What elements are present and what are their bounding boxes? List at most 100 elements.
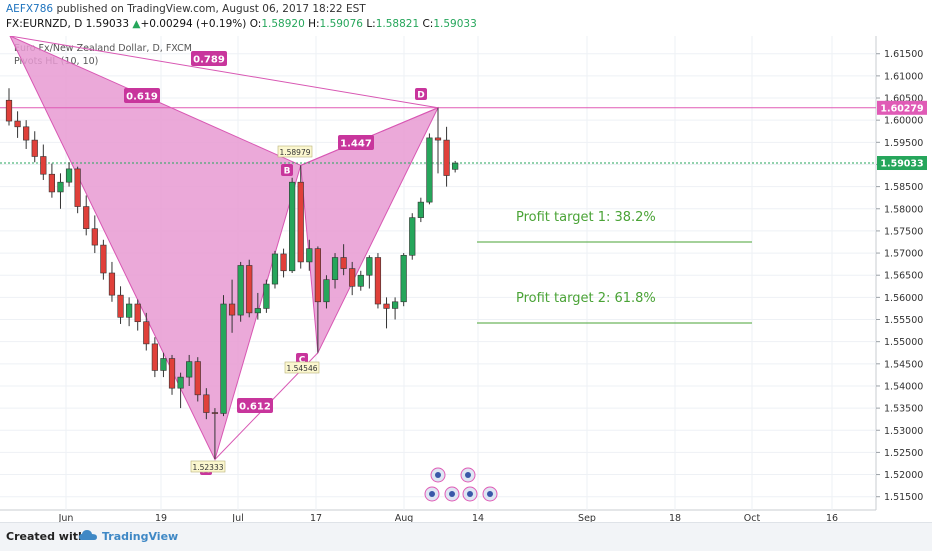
candle-body <box>254 308 261 314</box>
tradingview-brand[interactable]: TradingView <box>102 530 179 543</box>
x-tick-label: Jul <box>231 513 243 522</box>
y-tick-label: 1.59500 <box>884 138 923 149</box>
price-change: +0.00294 (+0.19%) <box>140 18 247 30</box>
y-tick-label: 1.58500 <box>884 182 923 193</box>
y-tick-label: 1.61500 <box>884 49 923 60</box>
price-chart[interactable]: 1.61500 1.61000 1.60500 1.60000 1.59500 1.590… <box>0 36 932 522</box>
candle-body <box>186 361 193 378</box>
low-label: L: <box>366 18 376 30</box>
pattern-point-label: B <box>284 167 291 177</box>
high-value: 1.59076 <box>319 18 363 30</box>
candle-body <box>374 257 382 305</box>
candle-body <box>194 361 201 396</box>
pattern-point-bg <box>415 88 427 100</box>
economic-event-icon-dot <box>435 472 441 478</box>
x-tick-label: Jun <box>58 513 74 522</box>
candle-body <box>314 248 321 303</box>
candle-body <box>237 265 244 316</box>
candle-body <box>143 321 150 345</box>
candle-body <box>271 253 279 285</box>
candle-body <box>357 274 364 287</box>
pivot-tag-label: 1.54546 <box>286 364 317 373</box>
symbol-label[interactable]: FX:EURNZD, D <box>6 18 83 30</box>
ratio-label: 0.612 <box>239 402 271 413</box>
candle-body <box>220 303 227 414</box>
x-tick-label: Aug <box>395 513 414 522</box>
y-axis-area <box>876 36 932 522</box>
candle-body <box>331 257 339 280</box>
profit-target-text: Profit target 1: 38.2% <box>516 210 656 225</box>
y-tick-label: 1.53500 <box>884 404 923 415</box>
y-tick-label: 1.55500 <box>884 315 923 326</box>
y-tick-label: 1.56500 <box>884 271 923 282</box>
chart-header: AEFX786 published on TradingView.com, Au… <box>0 0 932 37</box>
y-tick-label: 1.54000 <box>884 381 923 392</box>
pivot-tag-label: 1.58979 <box>279 148 310 157</box>
candle-body <box>409 217 416 256</box>
y-tick-label: 1.51500 <box>884 492 923 503</box>
ratio-label-bg <box>237 398 273 413</box>
candle-body <box>383 303 390 309</box>
ratio-label: 1.447 <box>340 139 372 150</box>
price-tag-bg <box>877 100 927 115</box>
x-tick-label: 17 <box>310 513 322 522</box>
ratio-label-bg <box>124 88 160 103</box>
pattern-point-label: C <box>299 356 306 366</box>
candle-body <box>83 206 90 230</box>
price-tag-bg <box>877 156 927 171</box>
candle-body <box>280 253 287 272</box>
candle-body <box>74 168 81 207</box>
pivot-tag-bg <box>277 145 313 158</box>
candle-body <box>400 254 407 303</box>
pattern-point-bg <box>281 164 293 176</box>
x-tick-label: Sep <box>578 513 596 522</box>
economic-event-icon-dot <box>467 491 473 497</box>
close-value: 1.59033 <box>433 18 477 30</box>
candle-body <box>246 265 253 314</box>
candle-body <box>203 394 210 413</box>
quote-line: FX:EURNZD, D 1.59033 ▲+0.00294 (+0.19%) … <box>6 18 477 30</box>
y-tick-label: 1.57000 <box>884 249 923 260</box>
candle-body <box>126 303 133 318</box>
y-tick-label: 1.54500 <box>884 359 923 370</box>
change-arrow-icon: ▲ <box>132 18 141 30</box>
candle-body <box>134 303 141 323</box>
author-link[interactable]: AEFX786 <box>6 3 54 15</box>
economic-event-icon-dot <box>449 491 455 497</box>
candle-body <box>31 139 38 157</box>
candle-body <box>443 139 450 176</box>
candle-body <box>65 168 73 183</box>
open-value: 1.58920 <box>261 18 305 30</box>
pivot-tag-bg <box>284 361 320 374</box>
x-tick-label: 19 <box>155 513 167 522</box>
tradingview-cloud-icon <box>79 530 97 540</box>
ratio-label: 0.789 <box>193 55 225 66</box>
candle-body <box>5 99 13 122</box>
ratio-label-bg <box>191 51 227 66</box>
candle-body <box>340 257 347 269</box>
candle-body <box>297 181 304 263</box>
candle-body <box>117 294 124 318</box>
x-tick-label: Oct <box>744 513 761 522</box>
close-label: C: <box>422 18 434 30</box>
economic-event-icon-dot <box>429 491 435 497</box>
candle-body <box>452 162 459 170</box>
candle-body <box>177 376 184 389</box>
candle-body <box>57 181 64 193</box>
candle-body <box>306 248 313 263</box>
price-tag-label: 1.59033 <box>880 159 923 170</box>
x-tick-label: 18 <box>669 513 681 522</box>
low-value: 1.58821 <box>375 18 420 30</box>
candle-body <box>151 343 158 371</box>
last-price: 1.59033 <box>85 18 130 30</box>
y-tick-label: 1.58000 <box>884 204 923 215</box>
pattern-line-xd <box>9 36 439 109</box>
candle-body <box>263 283 270 309</box>
candle-body <box>108 272 116 296</box>
candle-body <box>417 201 424 218</box>
open-label: O: <box>249 18 262 30</box>
candle-body <box>14 120 21 128</box>
y-tick-label: 1.60500 <box>884 94 923 105</box>
candle-body <box>323 279 330 303</box>
chart-title: Euro Fx/New Zealand Dollar, D, FXCM <box>14 43 192 54</box>
